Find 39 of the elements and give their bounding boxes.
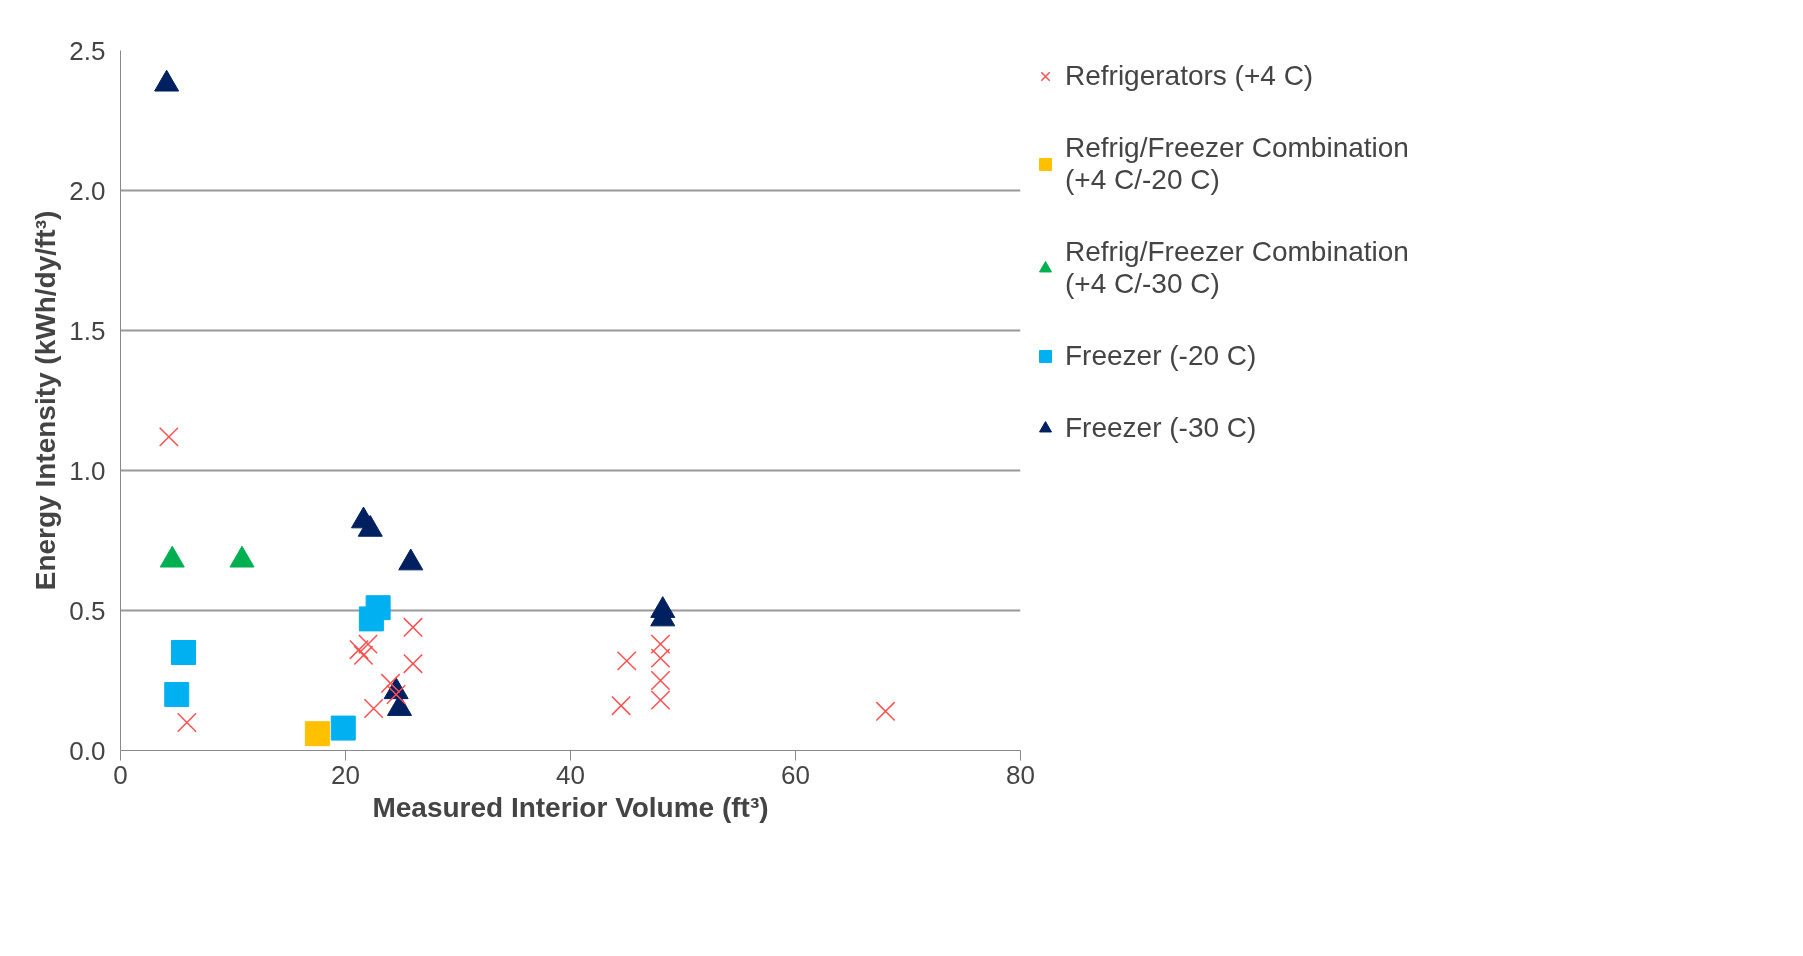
y-tick-label: 1.5 xyxy=(69,315,106,346)
y-tick-label: 1.0 xyxy=(69,455,106,486)
point xyxy=(650,670,671,691)
y-tick-label: 0.5 xyxy=(69,595,106,626)
point xyxy=(875,701,896,722)
point xyxy=(363,698,384,719)
legend-label: Refrig/Freezer Combination (+4 C/-20 C) xyxy=(1065,132,1409,196)
point xyxy=(353,645,374,666)
legend-label: Freezer (-30 C) xyxy=(1065,412,1257,444)
point xyxy=(650,690,671,711)
point xyxy=(154,69,180,92)
legend-label: Freezer (-20 C) xyxy=(1065,340,1257,372)
y-axis-title: Energy Intensity (kWh/dy/ft³) xyxy=(30,210,62,591)
point xyxy=(616,650,637,671)
point xyxy=(164,682,190,707)
point xyxy=(158,426,179,447)
point xyxy=(171,640,196,665)
point xyxy=(349,639,369,660)
y-tick-label: 2.5 xyxy=(69,35,106,66)
point xyxy=(304,721,330,747)
x-tick-label: 20 xyxy=(331,759,360,790)
legend-label: Refrig/Freezer Combination (+4 C/-30 C) xyxy=(1065,236,1409,300)
point xyxy=(358,634,378,655)
legend-label: Refrigerators (+4 C) xyxy=(1065,60,1314,92)
x-tick-label: 60 xyxy=(781,759,810,790)
point xyxy=(403,653,423,674)
x-axis-title: Measured Interior Volume (ft³) xyxy=(372,791,769,823)
y-tick-label: 2.0 xyxy=(69,175,106,206)
point xyxy=(365,595,391,621)
y-tick-label: 0.0 xyxy=(69,735,106,766)
x-tick-label: 40 xyxy=(556,759,585,790)
point xyxy=(650,648,671,669)
point xyxy=(330,715,356,741)
point xyxy=(403,617,423,638)
x-tick-label: 80 xyxy=(1006,759,1035,790)
point xyxy=(176,712,197,733)
x-tick-label: 0 xyxy=(113,759,128,790)
point xyxy=(650,634,671,655)
point xyxy=(611,695,632,716)
